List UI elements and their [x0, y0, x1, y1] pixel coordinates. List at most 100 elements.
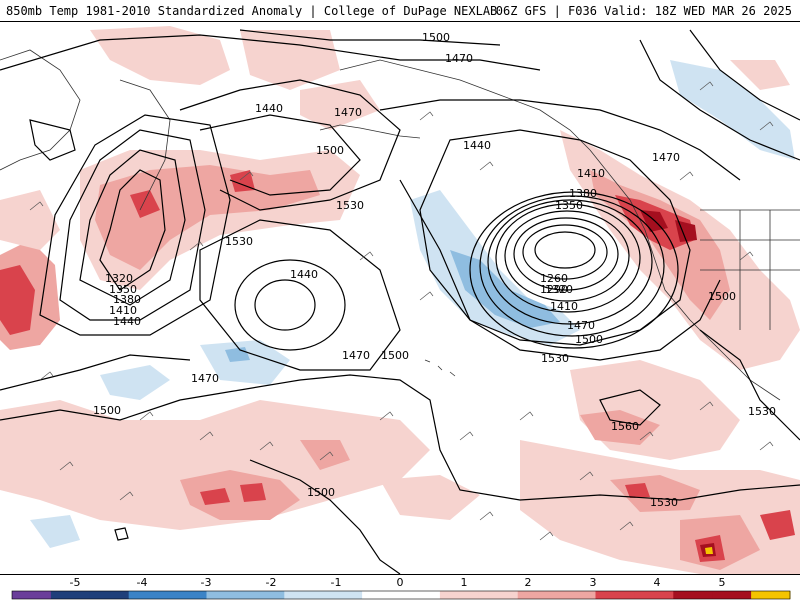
- contour-line: [39, 114, 231, 336]
- contour-line: [639, 39, 800, 161]
- contour-label: 1530: [748, 405, 776, 418]
- legend-color-swatch: [478, 591, 519, 599]
- legend-tick: 4: [654, 576, 661, 589]
- contour-line: [99, 169, 166, 291]
- contour-ring: [522, 224, 608, 280]
- contour-label: 1350: [555, 199, 583, 212]
- contour-label: 1290: [540, 283, 568, 296]
- contour-line: [0, 374, 800, 501]
- kamchatka-coast: [119, 79, 171, 211]
- legend-color-swatch: [128, 591, 169, 599]
- contour-line: [379, 99, 741, 181]
- legend-color-swatch: [362, 591, 402, 599]
- contour-label: 1440: [113, 315, 141, 328]
- contour-label: 1500: [708, 290, 736, 303]
- contour-label: 1440: [463, 139, 491, 152]
- legend-color-bar: [11, 590, 791, 600]
- legend-color-swatch: [245, 591, 285, 599]
- contour-line: [419, 129, 691, 346]
- cool-anomaly-area: [200, 340, 290, 385]
- warm-anomaly-area: [90, 26, 230, 85]
- legend-color-swatch: [751, 591, 791, 599]
- contour-ring: [487, 199, 653, 325]
- legend-color-swatch: [439, 591, 480, 599]
- contour-label: 1470: [445, 52, 473, 65]
- hawaii-islands: [424, 359, 456, 377]
- contour-label: 1530: [336, 199, 364, 212]
- contour-ring: [469, 191, 679, 349]
- legend-tick: 1: [461, 576, 468, 589]
- contour-line: [399, 179, 721, 361]
- contour-label: 1470: [191, 372, 219, 385]
- contour-label: 1320: [105, 272, 133, 285]
- contour-label: 1530: [541, 352, 569, 365]
- contour-label: 1260: [540, 272, 568, 285]
- contour-line: [29, 119, 76, 161]
- legend-color-swatch: [401, 591, 441, 599]
- contour-label: 1350: [109, 283, 137, 296]
- warm-anomaly-core: [625, 483, 650, 498]
- contour-label: 1560: [611, 420, 639, 433]
- legend-color-swatch: [673, 591, 713, 599]
- asia-coastline: [0, 49, 81, 171]
- contour-line: [249, 459, 401, 574]
- contour-label: 1410: [577, 167, 605, 180]
- model-run-info: 06Z GFS | F036 Valid: 18Z WED MAR 26 202…: [495, 4, 792, 18]
- map-panel: 1500 1470 1440 1470 1500 1530 1530 1440 …: [0, 22, 800, 574]
- contour-label: 1470: [652, 151, 680, 164]
- north-america-coast: [589, 149, 781, 401]
- contour-line: [199, 114, 361, 196]
- contour-label: 1530: [650, 496, 678, 509]
- legend-svg: -5 -4 -3 -2 -1 0 1 2 3 4 5: [11, 576, 791, 600]
- cool-anomaly-area: [450, 250, 560, 328]
- contour-label: 1440: [255, 102, 283, 115]
- contour-label: 1380: [569, 187, 597, 200]
- contour-line: [79, 149, 186, 306]
- legend-tick: 5: [719, 576, 726, 589]
- warm-anomaly-area: [240, 30, 340, 90]
- cool-anomaly-area: [30, 515, 80, 548]
- contour-ring: [504, 210, 630, 302]
- warm-anomaly-area: [0, 400, 430, 530]
- contour-label: 1500: [381, 349, 409, 362]
- contour-label: 1410: [109, 304, 137, 317]
- warm-anomaly-core: [130, 190, 160, 218]
- legend-color-swatch: [284, 591, 324, 599]
- legend-tick: -4: [137, 576, 148, 589]
- contour-label: 1500: [316, 144, 344, 157]
- warm-anomaly-peak: [705, 547, 713, 554]
- wind-barbs: [29, 81, 774, 541]
- legend-color-swatch: [595, 591, 635, 599]
- warm-anomaly-area: [730, 60, 790, 90]
- contour-label: 1470: [334, 106, 362, 119]
- contour-line: [239, 29, 501, 46]
- contour-line: [599, 389, 661, 426]
- contour-label: 1530: [225, 235, 253, 248]
- contour-label: 1500: [575, 333, 603, 346]
- contour-line: [199, 219, 401, 371]
- legend-tick: -5: [70, 576, 81, 589]
- contour-ring: [513, 217, 619, 291]
- map-title: 850mb Temp 1981-2010 Standardized Anomal…: [6, 4, 498, 18]
- contour-line: [0, 34, 541, 71]
- contour-label: 1410: [550, 300, 578, 313]
- warm-anomaly-area: [180, 470, 300, 520]
- legend-color-swatch: [517, 591, 558, 599]
- warm-anomaly-area: [0, 190, 60, 250]
- wind-barb: [29, 81, 774, 541]
- contour-labels: 1500 1470 1440 1470 1500 1530 1530 1440 …: [93, 31, 776, 509]
- contour-ring: [234, 259, 346, 351]
- contour-ring: [254, 279, 316, 331]
- legend-color-swatch: [12, 591, 52, 599]
- warm-anomaly-area: [380, 475, 480, 520]
- weather-map: 1500 1470 1440 1470 1500 1530 1530 1440 …: [0, 26, 800, 574]
- warm-anomaly-core: [0, 265, 35, 335]
- contour-label: 1320: [545, 283, 573, 296]
- contour-line: [689, 29, 800, 121]
- contour-label: 1380: [113, 293, 141, 306]
- legend-outline: [11, 590, 791, 600]
- contour-label: 1500: [422, 31, 450, 44]
- aleutian-islands: [319, 124, 421, 139]
- warm-anomaly-area: [300, 440, 350, 470]
